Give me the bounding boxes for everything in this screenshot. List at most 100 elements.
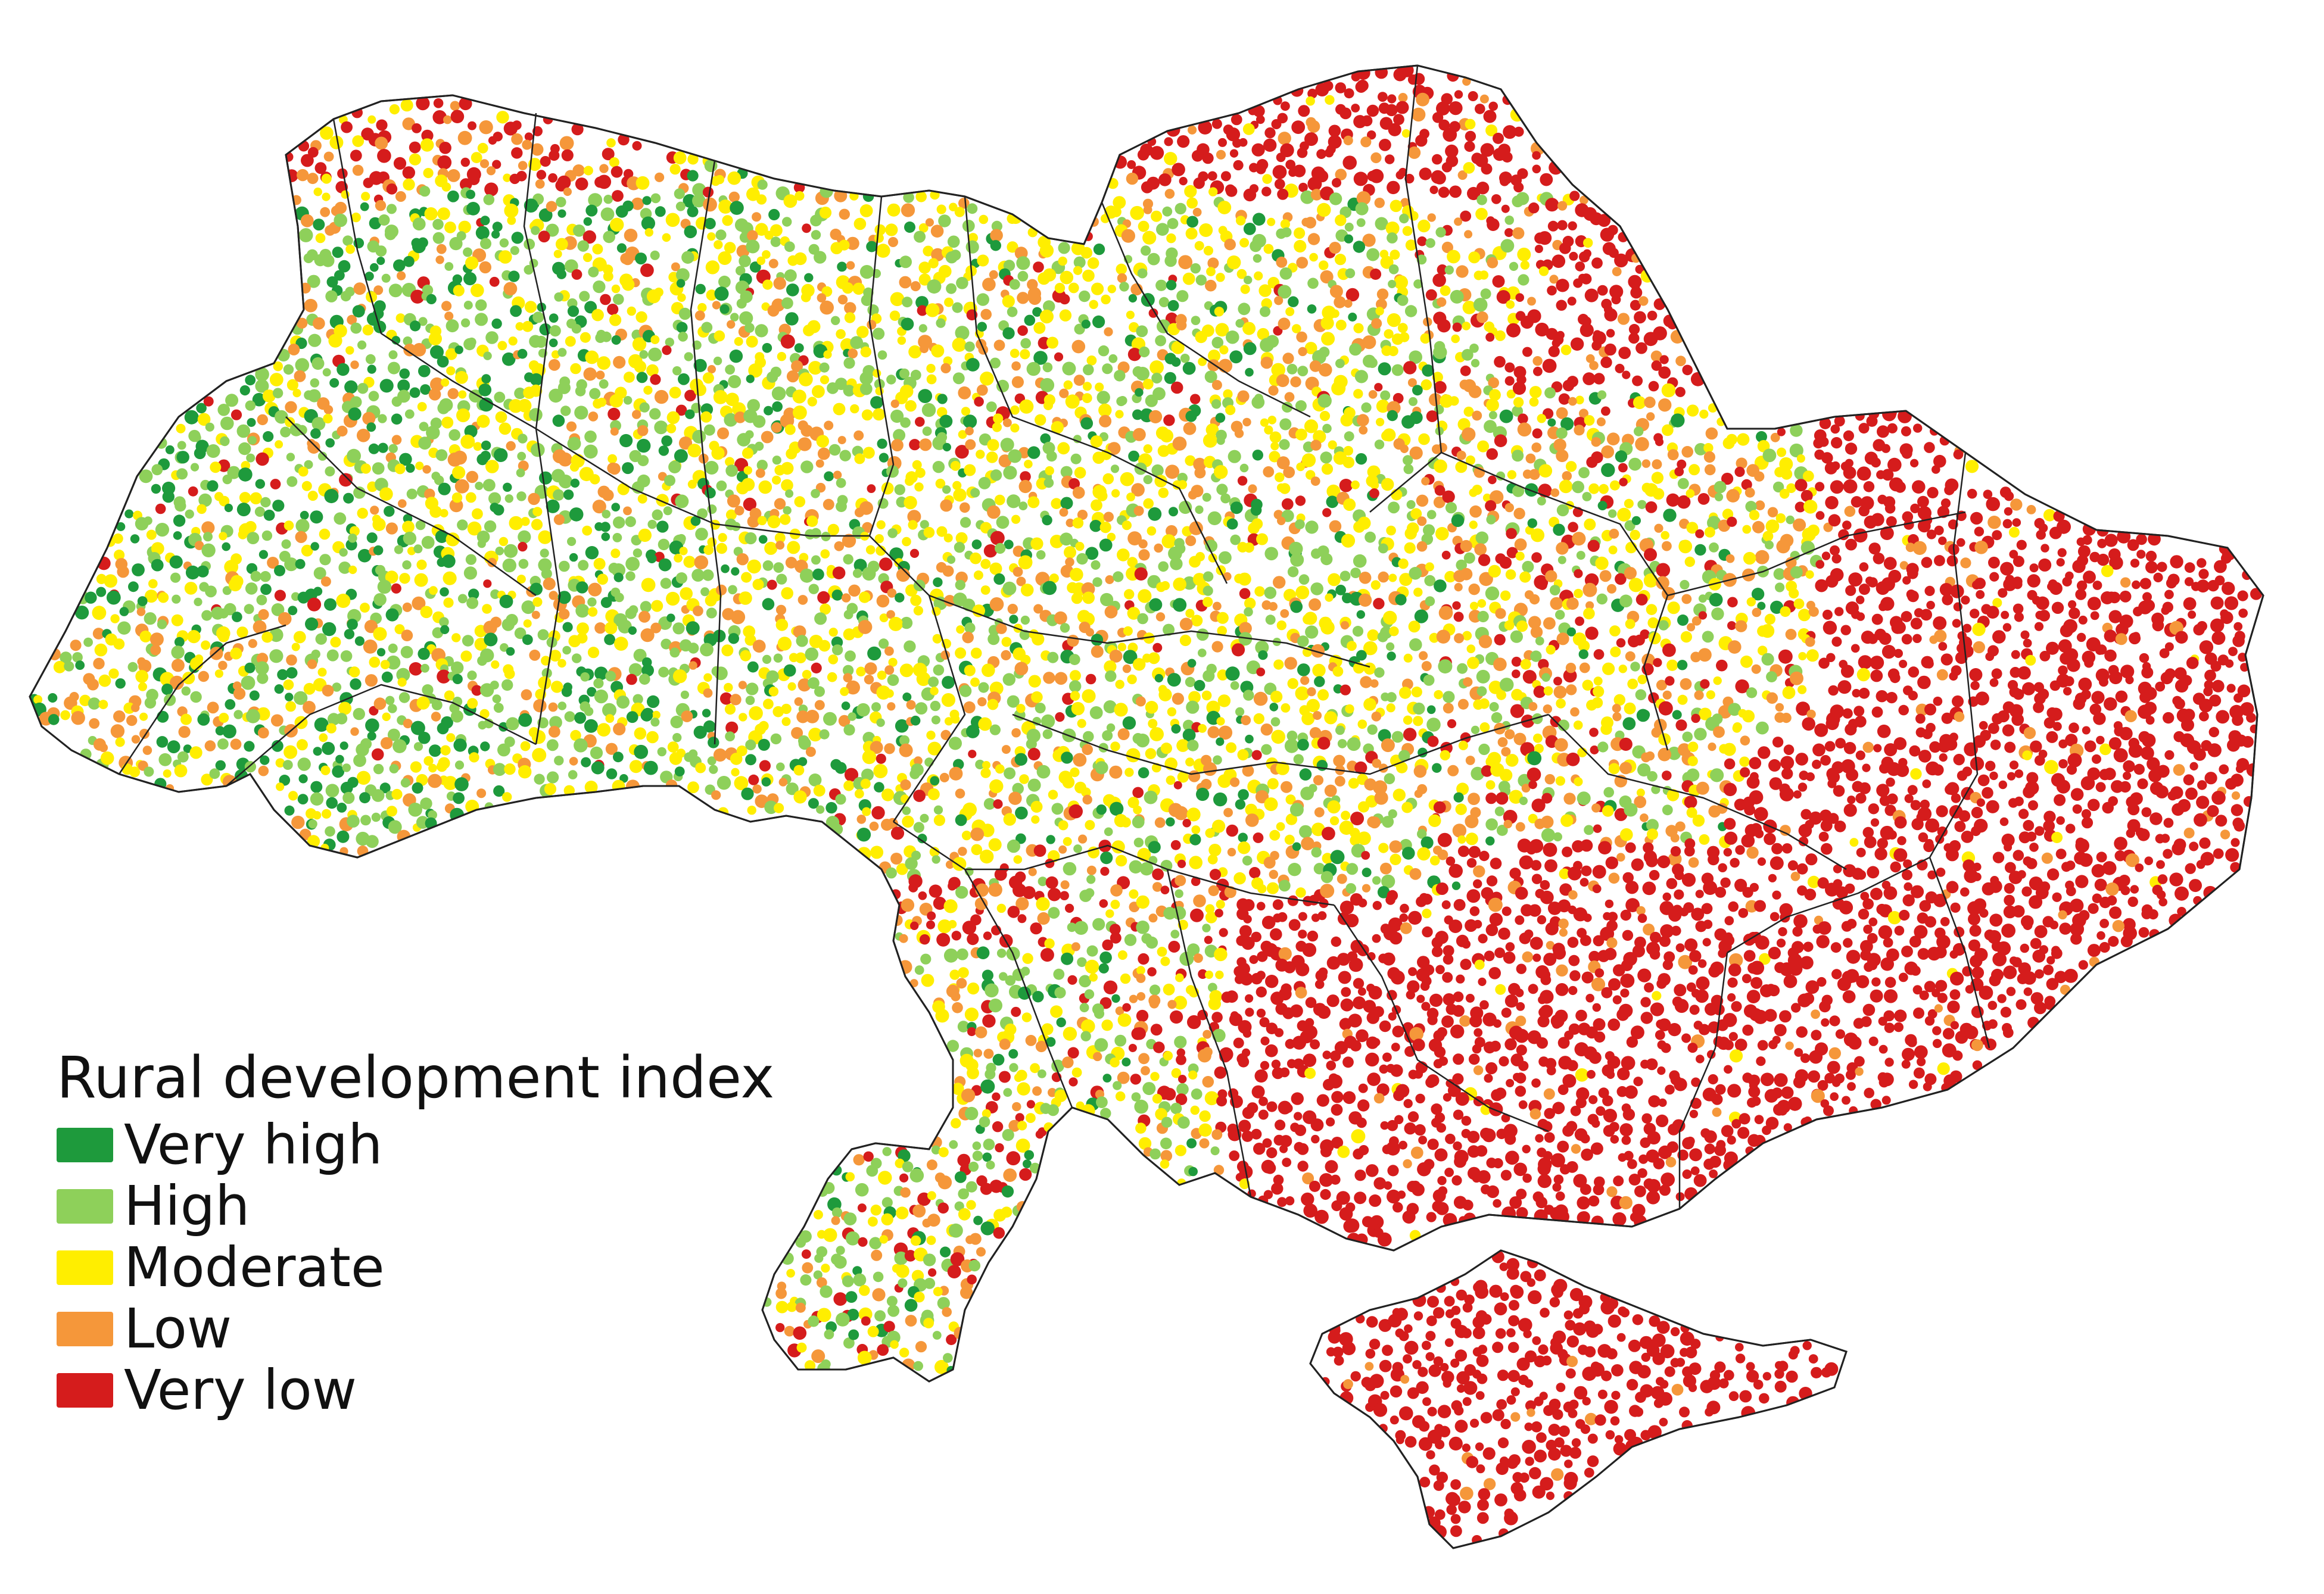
settlement-dot — [746, 375, 755, 383]
settlement-dot — [1815, 482, 1825, 492]
settlement-dot — [1550, 597, 1563, 610]
settlement-dot — [319, 733, 328, 743]
settlement-dot — [1513, 507, 1525, 520]
settlement-dot — [1477, 440, 1490, 453]
settlement-dot — [584, 444, 598, 459]
settlement-dot — [593, 280, 606, 294]
settlement-dot — [506, 441, 516, 451]
settlement-dot — [454, 345, 463, 354]
settlement-dot — [1101, 294, 1111, 305]
settlement-dot — [712, 301, 721, 310]
settlement-dot — [1355, 81, 1367, 93]
settlement-dot — [429, 506, 442, 518]
settlement-dot — [1662, 643, 1676, 657]
settlement-dot — [899, 368, 910, 379]
settlement-dot — [535, 179, 545, 189]
settlement-dot — [1831, 637, 1842, 647]
settlement-dot — [596, 370, 605, 380]
settlement-dot — [963, 414, 977, 429]
settlement-dot — [2081, 690, 2091, 700]
settlement-dot — [553, 514, 565, 525]
settlement-dot — [703, 673, 712, 682]
settlement-dot — [1010, 405, 1020, 415]
settlement-dot — [1662, 541, 1672, 551]
settlement-dot — [430, 377, 444, 392]
settlement-dot — [2144, 687, 2157, 700]
settlement-dot — [1556, 427, 1568, 439]
settlement-dot — [843, 554, 853, 564]
settlement-dot — [1403, 715, 1413, 725]
settlement-dot — [565, 336, 576, 347]
settlement-dot — [1320, 270, 1334, 284]
settlement-dot — [915, 417, 925, 427]
settlement-dot — [763, 698, 774, 710]
settlement-dot — [993, 413, 1004, 424]
settlement-dot — [1062, 361, 1076, 376]
settlement-dot — [531, 143, 544, 156]
settlement-dot — [535, 335, 547, 348]
settlement-dot — [1454, 217, 1463, 226]
settlement-dot — [1830, 545, 1840, 556]
settlement-dot — [622, 200, 634, 212]
settlement-dot — [509, 173, 520, 185]
settlement-dot — [1680, 631, 1692, 643]
settlement-dot — [583, 367, 597, 381]
settlement-dot — [1351, 480, 1360, 489]
settlement-dot — [680, 587, 693, 600]
settlement-dot — [373, 627, 387, 641]
settlement-dot — [1225, 666, 1240, 681]
settlement-dot — [1965, 460, 1979, 473]
settlement-dot — [1540, 173, 1553, 186]
settlement-dot — [1386, 642, 1395, 651]
settlement-dot — [1342, 155, 1357, 170]
settlement-dot — [1867, 634, 1878, 644]
settlement-dot — [1135, 734, 1149, 748]
settlement-dot — [964, 665, 976, 676]
settlement-dot — [1307, 233, 1320, 245]
settlement-dot — [1403, 464, 1414, 475]
settlement-dot — [910, 715, 921, 726]
settlement-dot — [632, 141, 642, 151]
settlement-dot — [570, 363, 581, 375]
settlement-dot — [904, 495, 917, 510]
settlement-dot — [956, 625, 965, 634]
settlement-dot — [1779, 489, 1790, 499]
settlement-dot — [665, 213, 680, 227]
settlement-dot — [931, 248, 945, 261]
settlement-dot — [644, 228, 654, 237]
settlement-dot — [764, 230, 774, 240]
settlement-dot — [1599, 483, 1609, 494]
settlement-dot — [1471, 358, 1480, 368]
settlement-dot — [207, 701, 219, 714]
settlement-dot — [805, 710, 820, 723]
settlement-dot — [322, 254, 335, 267]
settlement-dot — [1335, 82, 1347, 93]
settlement-dot — [255, 479, 265, 489]
settlement-dot — [2076, 580, 2088, 591]
settlement-dot — [521, 517, 530, 526]
settlement-dot — [1082, 689, 1096, 703]
settlement-dot — [2073, 697, 2085, 710]
settlement-dot — [1781, 468, 1793, 480]
settlement-dot — [1765, 540, 1774, 550]
settlement-dot — [418, 436, 432, 450]
settlement-dot — [1775, 703, 1784, 712]
settlement-dot — [747, 399, 760, 412]
settlement-dot — [1399, 687, 1412, 699]
settlement-dot — [864, 675, 874, 685]
settlement-dot — [1628, 332, 1640, 344]
settlement-dot — [2000, 562, 2014, 576]
settlement-dot — [1198, 120, 1213, 135]
settlement-dot — [177, 441, 186, 450]
settlement-dot — [611, 335, 621, 345]
settlement-dot — [510, 305, 522, 317]
settlement-dot — [1766, 671, 1777, 682]
settlement-dot — [1269, 602, 1278, 611]
settlement-dot — [1461, 349, 1473, 361]
settlement-dot — [1111, 489, 1120, 498]
settlement-dot — [313, 219, 325, 231]
settlement-dot — [1912, 480, 1926, 494]
settlement-dot — [1615, 363, 1625, 373]
settlement-dot — [339, 741, 348, 750]
settlement-dot — [2208, 726, 2219, 738]
